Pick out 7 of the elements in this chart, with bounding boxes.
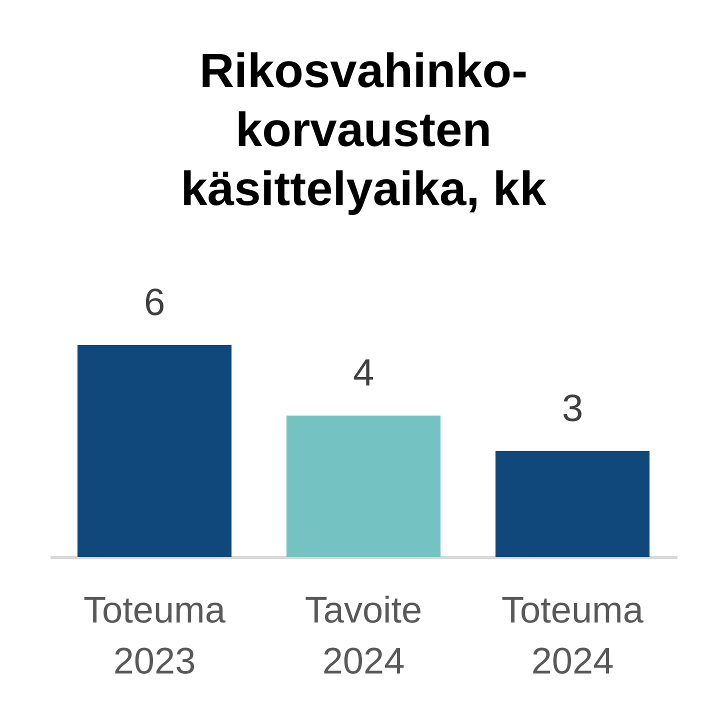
data-label: 3 [562,388,584,430]
data-label: 6 [144,282,166,324]
x-tick-label: Toteuma 2024 [502,590,644,682]
x-tick-label: Tavoite 2024 [304,590,422,682]
chart-title: Rikosvahinko-korvausten käsittelyaika, kk [180,45,547,216]
data-label: 4 [352,352,374,395]
x-tick-label: Toteuma 2023 [84,590,226,682]
